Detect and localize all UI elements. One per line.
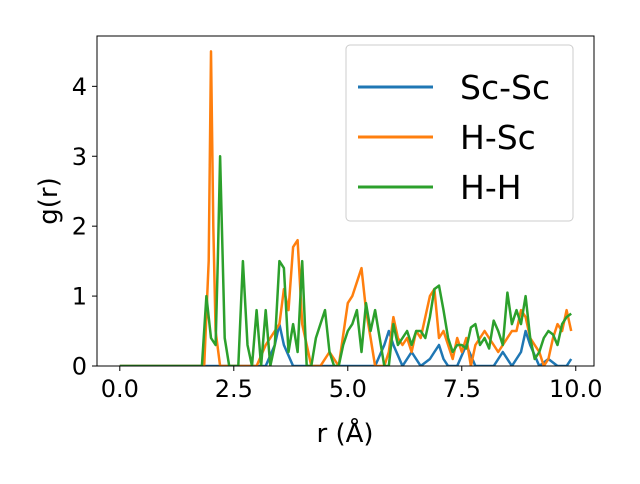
y-tick-label: 4 (72, 73, 87, 101)
x-tick-label: 7.5 (443, 375, 481, 403)
legend-label-h-sc: H-Sc (460, 118, 536, 157)
legend: Sc-Sc H-Sc H-H (345, 44, 574, 222)
legend-label-h-h: H-H (460, 168, 522, 207)
x-tick-label: 0.0 (101, 375, 139, 403)
y-tick-label: 3 (72, 143, 87, 171)
y-tick-label: 1 (72, 283, 87, 311)
plot-area (119, 50, 573, 366)
axes: 0.0 2.5 5.0 7.5 10.0 0 1 2 3 4 (72, 35, 602, 403)
y-axis-label: g(r) (34, 177, 64, 224)
x-tick-label: 5.0 (329, 375, 367, 403)
axes-frame (96, 35, 595, 367)
series-line-sc-sc (119, 322, 573, 366)
y-tick-label: 0 (72, 353, 87, 381)
series-line-h-h (119, 155, 572, 366)
series-line-h-sc (119, 50, 573, 366)
x-tick-label: 2.5 (215, 375, 253, 403)
legend-label-sc-sc: Sc-Sc (460, 68, 550, 107)
legend-box (345, 44, 574, 222)
x-axis-label: r (Å) (316, 417, 373, 449)
x-tick-label: 10.0 (549, 375, 602, 403)
y-tick-label: 2 (72, 213, 87, 241)
